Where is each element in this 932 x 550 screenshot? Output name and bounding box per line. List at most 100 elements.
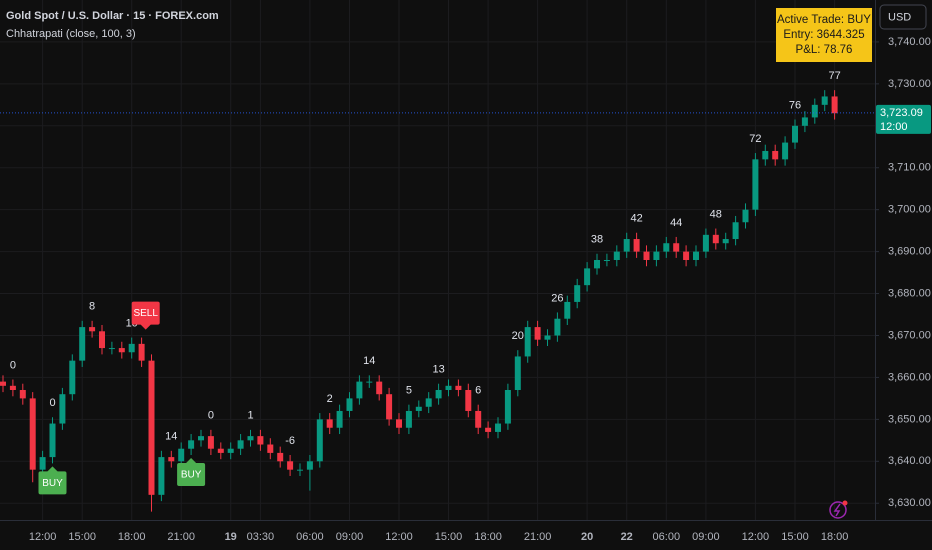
x-tick-label: 09:00 bbox=[336, 531, 364, 543]
candle-body bbox=[188, 440, 195, 449]
x-tick-label: 21:00 bbox=[524, 531, 552, 543]
x-tick-label: 12:00 bbox=[742, 531, 770, 543]
candle-body bbox=[584, 268, 591, 286]
candle-body bbox=[782, 142, 789, 160]
alert-icon[interactable] bbox=[829, 501, 847, 519]
signal-pointer bbox=[139, 323, 152, 330]
candle-body bbox=[336, 410, 343, 428]
candle-body bbox=[811, 104, 818, 118]
candle-body bbox=[227, 448, 234, 453]
x-tick-label: 21:00 bbox=[167, 531, 195, 543]
candle-body bbox=[9, 385, 16, 390]
candle-body bbox=[287, 461, 294, 470]
candle-body bbox=[237, 440, 244, 449]
signal-label: BUY bbox=[181, 470, 202, 481]
candle-body bbox=[594, 260, 600, 269]
y-tick-label: 3,740.00 bbox=[888, 36, 931, 48]
info-box bbox=[776, 8, 872, 62]
candle-body bbox=[623, 239, 630, 252]
x-tick-label: 19 bbox=[225, 531, 237, 543]
candle-body bbox=[128, 343, 135, 353]
trade-label: 38 bbox=[591, 234, 603, 246]
candle-body bbox=[316, 419, 323, 462]
trade-label: 8 bbox=[89, 301, 95, 313]
y-tick-label: 3,640.00 bbox=[888, 455, 931, 467]
candle-body bbox=[475, 410, 482, 428]
candle-body bbox=[801, 117, 808, 126]
candle-body bbox=[435, 390, 442, 399]
trade-label: 6 bbox=[475, 385, 481, 397]
candle-body bbox=[69, 360, 76, 395]
trade-label: 44 bbox=[670, 217, 682, 229]
y-tick-label: 3,670.00 bbox=[888, 329, 931, 341]
candle-body bbox=[712, 234, 719, 244]
x-tick-label: 12:00 bbox=[29, 531, 57, 543]
candle-body bbox=[178, 448, 185, 462]
last-price-label: 3,723.09 bbox=[880, 107, 923, 119]
y-tick-label: 3,660.00 bbox=[888, 371, 931, 383]
candle-body bbox=[564, 301, 571, 319]
info-line: P&L: 78.76 bbox=[796, 44, 853, 56]
candle-body bbox=[772, 150, 779, 160]
y-tick-label: 3,730.00 bbox=[888, 78, 931, 90]
candle-body bbox=[366, 381, 373, 383]
candle-body bbox=[653, 251, 660, 260]
alert-icon-bolt bbox=[833, 503, 841, 517]
candle-body bbox=[346, 398, 353, 411]
info-line: Entry: 3644.325 bbox=[783, 29, 864, 41]
trade-label: 13 bbox=[432, 364, 444, 376]
candle-body bbox=[643, 251, 650, 260]
candle-body bbox=[257, 436, 264, 445]
candle-body bbox=[742, 209, 749, 223]
candle-body bbox=[49, 423, 56, 458]
candle-body bbox=[207, 436, 214, 449]
candle-body bbox=[455, 385, 462, 390]
countdown-label: 12:00 bbox=[880, 121, 908, 133]
x-tick-label: 09:00 bbox=[692, 531, 720, 543]
candle-body bbox=[633, 239, 640, 252]
indicator-name: Chhatrapati (close, 100, 3) bbox=[6, 28, 136, 40]
candle-body bbox=[554, 318, 561, 336]
candle-body bbox=[297, 469, 303, 471]
candle-body bbox=[148, 360, 155, 495]
y-tick-label: 3,630.00 bbox=[888, 497, 931, 509]
trade-label: 2 bbox=[327, 393, 333, 405]
candle-body bbox=[396, 419, 402, 428]
candle-body bbox=[504, 390, 511, 424]
candle-body bbox=[693, 251, 699, 260]
trade-label: 14 bbox=[165, 431, 177, 443]
y-tick-label: 3,650.00 bbox=[888, 413, 931, 425]
candle-body bbox=[376, 381, 383, 395]
candle-body bbox=[821, 96, 828, 105]
candle-body bbox=[732, 222, 739, 240]
currency-label[interactable]: USD bbox=[888, 11, 911, 23]
candle-body bbox=[217, 448, 224, 453]
candle-body bbox=[0, 381, 6, 386]
candle-body bbox=[79, 327, 86, 361]
candle-body bbox=[683, 251, 690, 260]
candle-body bbox=[485, 427, 492, 432]
x-tick-label: 20 bbox=[581, 531, 593, 543]
y-tick-label: 3,710.00 bbox=[888, 162, 931, 174]
candle-body bbox=[267, 444, 274, 453]
last-price-tag bbox=[876, 104, 931, 134]
signal-pointer bbox=[185, 458, 198, 464]
candle-body bbox=[514, 356, 521, 390]
candle-body bbox=[762, 150, 769, 160]
info-line: Active Trade: BUY bbox=[777, 14, 871, 26]
candle-body bbox=[326, 419, 333, 428]
currency-button[interactable] bbox=[879, 4, 927, 30]
candle-body bbox=[59, 394, 66, 424]
trade-label: 0 bbox=[49, 397, 55, 409]
candle-body bbox=[277, 452, 284, 462]
candle-body bbox=[198, 436, 204, 441]
alert-dot bbox=[842, 500, 848, 506]
candle-body bbox=[831, 96, 838, 114]
trade-label: -6 bbox=[285, 435, 295, 447]
signal-pointer bbox=[46, 466, 59, 473]
signal-label: BUY bbox=[42, 478, 63, 489]
candle-body bbox=[544, 335, 551, 340]
x-tick-label: 18:00 bbox=[821, 531, 849, 543]
